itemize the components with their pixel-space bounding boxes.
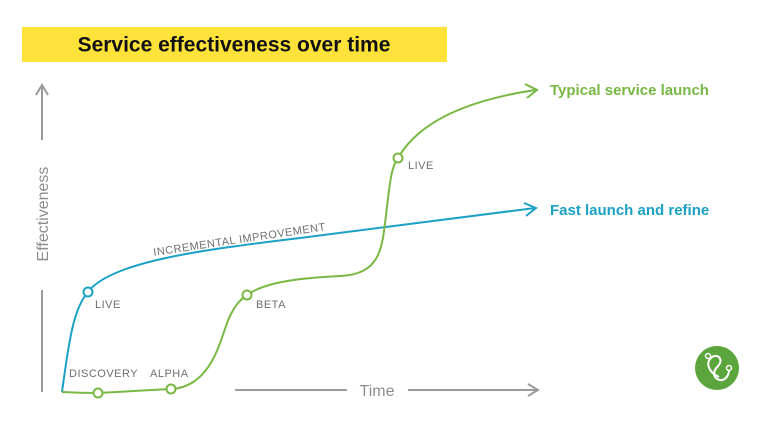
title: Service effectiveness over time (78, 34, 391, 57)
line-label: Typical service launch (550, 82, 709, 99)
fast-launch-line (61, 202, 538, 393)
stage-label: LIVE (95, 299, 121, 311)
x-axis-label: Time (360, 383, 395, 400)
x-axis (235, 383, 540, 397)
logo (695, 346, 739, 390)
title-box (22, 27, 447, 62)
y-axis (35, 83, 49, 392)
stage-label: ALPHA (150, 368, 189, 380)
stage-label: DISCOVERY (69, 368, 138, 380)
y-axis-label: Effectiveness (35, 167, 52, 262)
stage-label: LIVE (408, 160, 434, 172)
stage-label: BETA (256, 299, 286, 311)
typical-launch-line (61, 83, 539, 399)
annotation: INCREMENTAL IMPROVEMENT (153, 221, 327, 259)
line-label: Fast launch and refine (550, 202, 709, 219)
